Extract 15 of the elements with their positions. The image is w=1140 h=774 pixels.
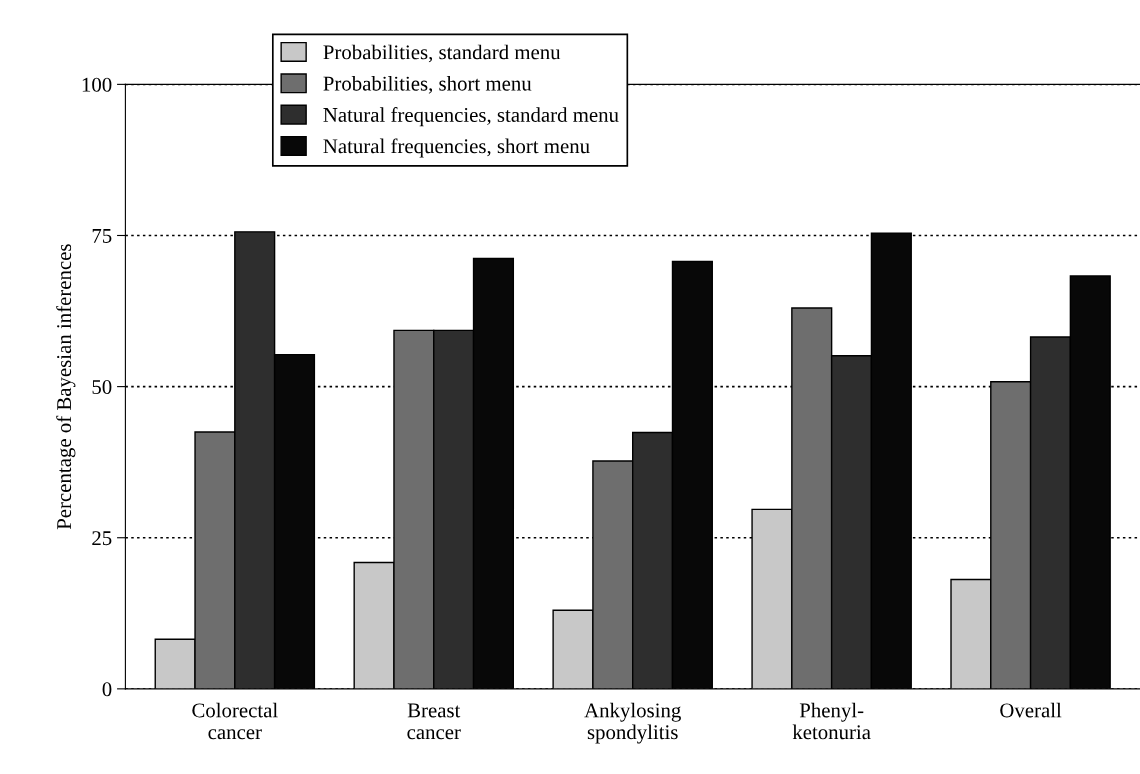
x-tick-label: Phenyl- ketonuria [792, 702, 871, 740]
legend-label: Natural frequencies, standard menu [323, 107, 619, 127]
y-tick-label: 50 [92, 379, 112, 395]
x-tick-label: Overall [1000, 702, 1062, 718]
y-tick-label: 0 [102, 682, 112, 697]
x-tick-label: Colorectal cancer [192, 702, 278, 740]
legend-label: Probabilities, standard menu [323, 44, 561, 63]
y-axis-title: Percentage of Bayesian inferences [56, 244, 76, 530]
legend-label: Natural frequencies, short menu [323, 138, 590, 158]
x-tick-label: Breast cancer [407, 703, 461, 740]
legend-label: Probabilities, short menu [323, 75, 532, 94]
x-tick-label: Ankylosing spondylitis [584, 702, 681, 744]
y-tick-label: 75 [92, 229, 112, 243]
y-tick-label: 25 [92, 531, 112, 546]
y-tick-label: 100 [82, 77, 112, 92]
